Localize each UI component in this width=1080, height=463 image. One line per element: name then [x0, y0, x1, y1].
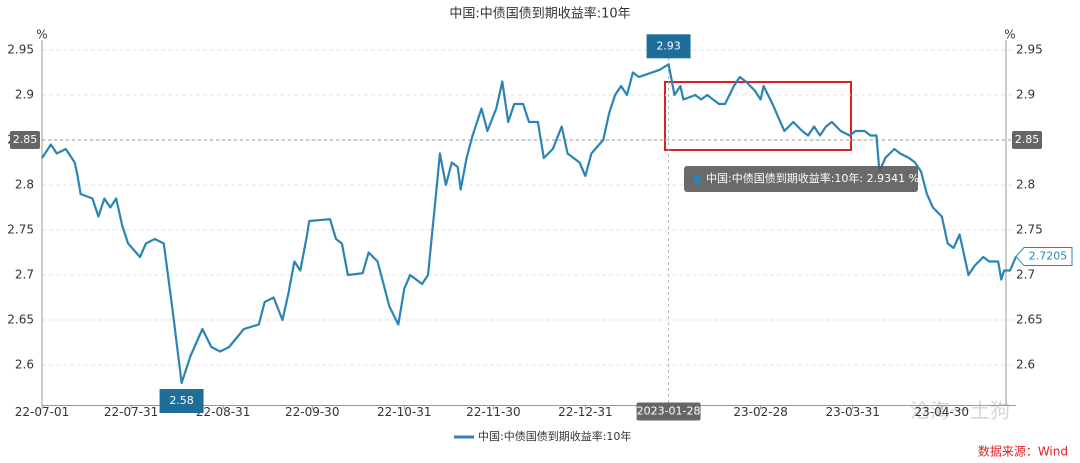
- tooltip-dot: [693, 175, 701, 183]
- value-label-box: [1015, 247, 1073, 267]
- tooltip-text: 中国:中债国债到期收益率:10年: 2.9341 %: [706, 171, 919, 185]
- legend-label: 中国:中债国债到期收益率:10年: [478, 429, 631, 443]
- crosshair-y-badge-right-label: 2.85: [1015, 133, 1040, 146]
- y2-tick-label: 2.7: [1016, 268, 1035, 282]
- y-tick-label: 2.8: [15, 178, 34, 192]
- x-tick-label: 22-10-31: [377, 405, 431, 419]
- chart-title: 中国:中债国债到期收益率:10年: [449, 6, 630, 22]
- x-tick-label: 22-12-31: [558, 405, 612, 419]
- x-tick-label: 22-09-30: [285, 405, 339, 419]
- watermark: 沧海一土狗: [910, 399, 1010, 423]
- y2-tick-label: 2.8: [1016, 178, 1035, 192]
- x-tick-label: 22-08-31: [196, 405, 250, 419]
- value-label: 2.58: [169, 394, 194, 407]
- y-tick-label: 2.9: [15, 88, 34, 102]
- value-label-box: [646, 34, 691, 59]
- y2-tick-label: 2.9: [1016, 88, 1035, 102]
- crosshair-x-label: 2023-01-28: [637, 405, 701, 418]
- y-tick-label: 2.95: [7, 43, 34, 57]
- x-tick-label: 23-04-30: [915, 405, 969, 419]
- value-label-box: [159, 389, 204, 413]
- y2-tick-label: 2.95: [1016, 43, 1043, 57]
- y-tick-label: 2.7: [15, 268, 34, 282]
- y2-tick-label: 2.75: [1016, 223, 1043, 237]
- value-label: 2.7205: [1029, 250, 1068, 263]
- y-unit-left: %: [36, 28, 47, 42]
- crosshair-y-badge-right: [1012, 131, 1042, 149]
- crosshair-y-badge-left-label: 2.85: [13, 133, 38, 146]
- y-tick-label: 2.6: [15, 358, 34, 372]
- y-unit-right: %: [1004, 28, 1015, 42]
- line: [41, 63, 1018, 385]
- y-tick-label: 2.75: [7, 223, 34, 237]
- x-tick-label: 23-02-28: [733, 405, 787, 419]
- y2-tick-label: 2.65: [1016, 313, 1043, 327]
- crosshair-y-badge-left: [10, 131, 40, 149]
- x-tick-label: 22-07-01: [15, 405, 69, 419]
- crosshair-x-badge: [636, 402, 701, 421]
- y2-tick-label: 2.6: [1016, 358, 1035, 372]
- y-tick-label: 2.65: [7, 313, 34, 327]
- tooltip-box: [684, 166, 918, 192]
- highlight-box: [664, 81, 852, 151]
- x-tick-label: 23-03-31: [825, 405, 879, 419]
- x-tick-label: 22-11-30: [466, 405, 520, 419]
- data-source: 数据来源：Wind: [978, 444, 1068, 459]
- x-tick-label: 22-07-31: [104, 405, 158, 419]
- value-label: 2.93: [656, 39, 681, 52]
